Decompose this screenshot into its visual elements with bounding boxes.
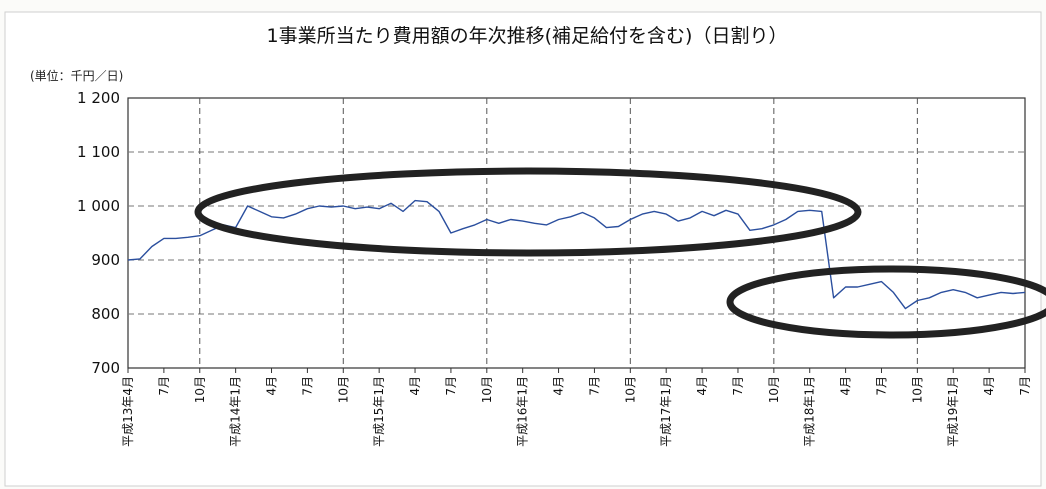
x-tick-label: 平成19年1月 xyxy=(946,376,960,447)
plot-area-border xyxy=(127,97,1026,369)
x-tick-label: 4月 xyxy=(265,376,279,396)
y-tick-label: 800 xyxy=(91,305,120,323)
x-tick-label: 10月 xyxy=(910,376,924,403)
x-tick-label: 4月 xyxy=(552,376,566,396)
x-tick-label: 7月 xyxy=(874,376,888,396)
unit-label: (単位：千円／日) xyxy=(30,68,123,83)
x-tick-label: 10月 xyxy=(767,376,781,403)
x-tick-label: 7月 xyxy=(731,376,745,396)
x-tick-label: 平成15年1月 xyxy=(372,376,386,447)
x-tick-label: 平成14年1月 xyxy=(229,376,243,447)
highlight-ellipse xyxy=(194,167,862,257)
y-tick-label: 700 xyxy=(91,359,120,377)
grid-layer xyxy=(127,97,1026,369)
x-tick-label: 平成18年1月 xyxy=(803,376,817,447)
x-tick-label: 7月 xyxy=(157,376,171,396)
x-tick-label: 10月 xyxy=(480,376,494,403)
chart-frame xyxy=(4,11,1042,487)
x-tick-label: 7月 xyxy=(587,376,601,396)
x-tick-label: 7月 xyxy=(1018,376,1032,396)
y-tick-label: 1 200 xyxy=(77,89,120,107)
x-tick-label: 4月 xyxy=(839,376,853,396)
x-tick-label: 平成13年4月 xyxy=(121,376,135,447)
highlight-ellipse xyxy=(726,265,1046,339)
y-axis-ticks: 700 800 900 1 000 1 100 1 200 xyxy=(77,89,120,377)
y-tick-label: 900 xyxy=(91,251,120,269)
x-tick-label: 4月 xyxy=(982,376,996,396)
annotation-layer xyxy=(194,167,1046,339)
y-tick-label: 1 100 xyxy=(77,143,120,161)
chart-title: 1事業所当たり費用額の年次推移(補足給付を含む)（日割り） xyxy=(267,25,788,47)
x-tick-label: 4月 xyxy=(408,376,422,396)
x-tick-label: 10月 xyxy=(336,376,350,403)
x-tick-label: 7月 xyxy=(444,376,458,396)
series-line xyxy=(127,199,1026,310)
series-layer xyxy=(127,199,1026,310)
x-tick-label: 10月 xyxy=(623,376,637,403)
x-tick-label: 4月 xyxy=(695,376,709,396)
x-tick-label: 平成16年1月 xyxy=(516,376,530,447)
x-tick-label: 平成17年1月 xyxy=(659,376,673,447)
x-axis-ticks: 平成13年4月 7月 10月 平成14年1月 4月 7月 10月 平成15年1月 4月 7月 10月… xyxy=(121,368,1032,447)
y-tick-label: 1 000 xyxy=(77,197,120,215)
x-tick-label: 10月 xyxy=(193,376,207,403)
x-tick-label: 7月 xyxy=(300,376,314,396)
